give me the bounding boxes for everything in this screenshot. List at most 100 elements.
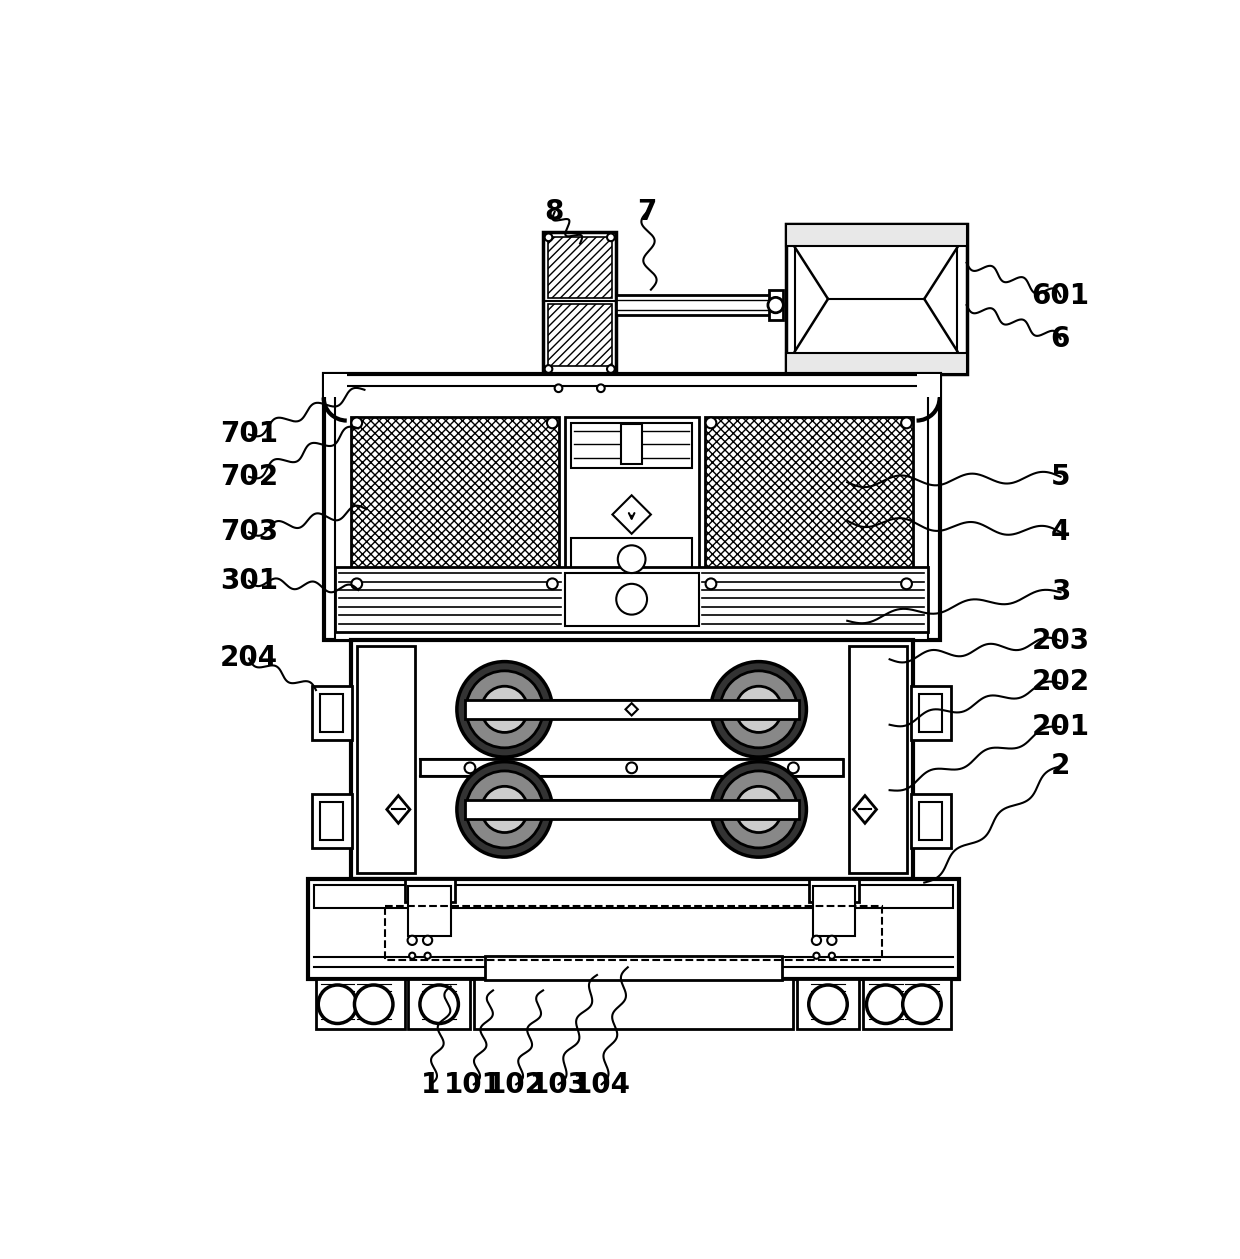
Circle shape	[706, 578, 717, 589]
Text: 701: 701	[219, 421, 278, 448]
Polygon shape	[625, 704, 637, 715]
Bar	[786, 224, 967, 374]
Bar	[849, 646, 906, 872]
Circle shape	[409, 953, 415, 959]
Bar	[551, 374, 609, 395]
Text: 103: 103	[531, 1070, 588, 1099]
Polygon shape	[387, 796, 410, 823]
Circle shape	[424, 953, 430, 959]
Text: 202: 202	[1032, 669, 1090, 696]
Bar	[919, 694, 942, 733]
Text: 104: 104	[573, 1070, 631, 1099]
Bar	[911, 686, 951, 740]
Text: 703: 703	[219, 517, 278, 546]
Bar	[316, 978, 404, 1029]
Text: 8: 8	[544, 198, 564, 227]
Bar	[570, 538, 692, 582]
Circle shape	[465, 763, 475, 773]
Bar	[485, 956, 781, 981]
Text: 1: 1	[420, 1070, 440, 1099]
Bar	[320, 694, 343, 733]
Bar	[309, 879, 959, 978]
Circle shape	[319, 985, 357, 1024]
Text: 204: 204	[219, 645, 278, 672]
Text: 101: 101	[444, 1070, 502, 1099]
Circle shape	[720, 771, 797, 847]
Bar	[335, 387, 928, 640]
Bar	[786, 224, 967, 246]
Bar	[312, 794, 352, 847]
Circle shape	[547, 578, 558, 589]
Bar	[357, 646, 414, 872]
Bar	[420, 759, 843, 777]
Bar	[312, 686, 352, 740]
Bar	[786, 353, 967, 374]
Bar	[911, 794, 951, 847]
Text: 2: 2	[1050, 752, 1070, 779]
Bar	[324, 374, 940, 640]
Circle shape	[618, 545, 646, 573]
Circle shape	[466, 671, 543, 748]
Circle shape	[711, 661, 806, 757]
Bar	[548, 305, 611, 366]
Text: 201: 201	[1032, 713, 1090, 740]
Bar	[616, 295, 770, 315]
Bar	[404, 879, 455, 901]
Bar	[324, 374, 347, 398]
Circle shape	[901, 578, 911, 589]
Circle shape	[813, 953, 820, 959]
Bar	[465, 801, 799, 818]
Bar	[408, 886, 450, 937]
Circle shape	[626, 763, 637, 773]
Bar	[570, 423, 692, 467]
Circle shape	[616, 584, 647, 614]
Bar	[704, 417, 913, 590]
Circle shape	[787, 763, 799, 773]
Circle shape	[903, 985, 941, 1024]
Circle shape	[423, 935, 433, 946]
Circle shape	[735, 686, 781, 733]
Circle shape	[420, 985, 459, 1024]
Bar	[812, 886, 854, 937]
Circle shape	[720, 671, 797, 748]
Circle shape	[827, 935, 837, 946]
Bar	[465, 700, 799, 719]
Bar	[564, 573, 698, 626]
Text: 7: 7	[637, 198, 657, 227]
Bar	[539, 395, 620, 409]
Circle shape	[456, 762, 552, 857]
Circle shape	[901, 418, 911, 428]
Bar	[351, 640, 913, 879]
Circle shape	[596, 384, 605, 392]
Polygon shape	[613, 495, 651, 534]
Circle shape	[351, 418, 362, 428]
Text: 5: 5	[1050, 463, 1070, 491]
Circle shape	[812, 935, 821, 946]
Circle shape	[408, 935, 417, 946]
Circle shape	[711, 762, 806, 857]
Circle shape	[481, 686, 528, 733]
Bar	[351, 417, 558, 590]
Circle shape	[547, 418, 558, 428]
Bar	[408, 978, 470, 1029]
Bar	[320, 802, 343, 840]
Bar	[386, 905, 882, 959]
Bar	[919, 802, 942, 840]
Text: 203: 203	[1032, 627, 1090, 655]
Bar	[621, 424, 642, 465]
Circle shape	[735, 787, 781, 832]
Polygon shape	[853, 796, 877, 823]
Bar	[797, 978, 859, 1029]
Circle shape	[808, 985, 847, 1024]
Circle shape	[706, 418, 717, 428]
Circle shape	[351, 578, 362, 589]
Circle shape	[828, 953, 835, 959]
Bar	[769, 290, 782, 321]
Text: 301: 301	[219, 567, 278, 594]
Bar	[315, 885, 952, 908]
Circle shape	[544, 233, 552, 242]
Bar	[564, 417, 698, 590]
Circle shape	[355, 985, 393, 1024]
Circle shape	[554, 384, 563, 392]
Bar	[548, 237, 611, 298]
